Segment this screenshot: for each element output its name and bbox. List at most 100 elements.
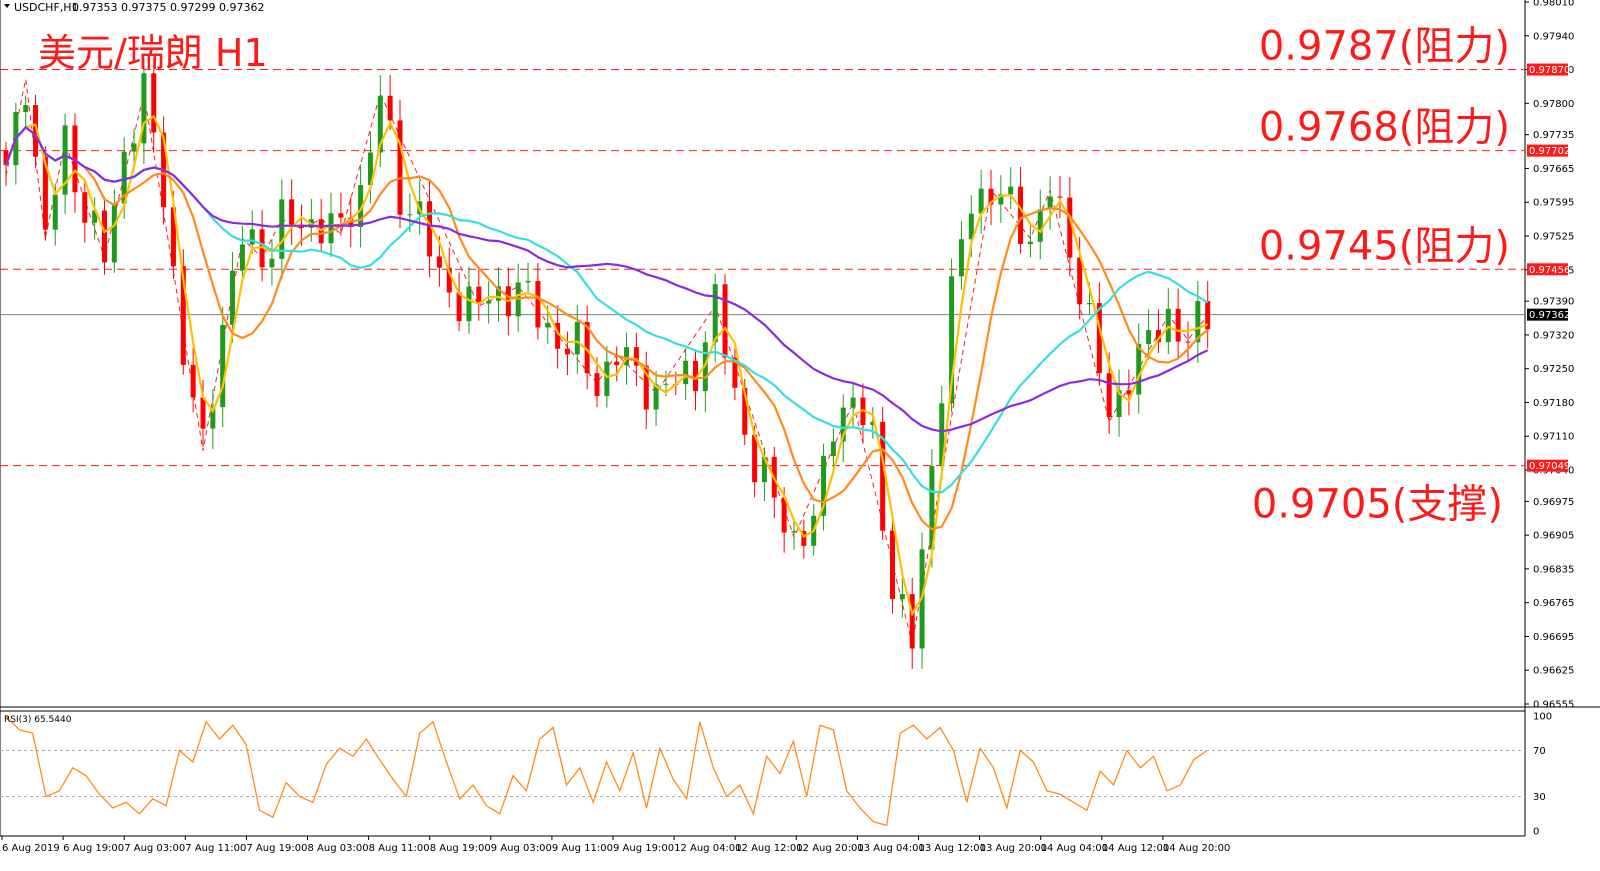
- chart-menu-arrow-icon[interactable]: [4, 4, 10, 8]
- candle-body: [899, 594, 905, 600]
- candle-body: [239, 244, 245, 271]
- candle-body: [42, 156, 48, 230]
- price-tag: [1527, 459, 1568, 472]
- level-lines: [0, 69, 1525, 467]
- price-tick-label: 0.96975: [1533, 497, 1574, 508]
- candle-body: [427, 201, 433, 257]
- candle-body: [446, 267, 452, 293]
- candle-body: [1205, 301, 1211, 330]
- candle-body: [190, 364, 196, 398]
- time-tick-label: 7 Aug 11:00: [185, 843, 246, 854]
- time-tick-label: 14 Aug 20:00: [1163, 843, 1230, 854]
- candle-body: [62, 125, 68, 195]
- price-tick-label: 0.96765: [1533, 598, 1574, 609]
- candle-body: [230, 270, 236, 325]
- candle-body: [968, 213, 974, 240]
- candle-body: [624, 347, 630, 366]
- candle-body: [466, 286, 472, 322]
- candle-body: [486, 300, 492, 304]
- candle-body: [1087, 303, 1092, 305]
- candle-body: [761, 456, 767, 483]
- price-tick-label: 0.97320: [1533, 330, 1574, 341]
- price-tag: [1527, 63, 1568, 76]
- time-tick-label: 7 Aug 19:00: [246, 843, 307, 854]
- candle-body: [387, 95, 393, 121]
- candle-body: [1165, 308, 1171, 343]
- candle-body: [1057, 196, 1063, 198]
- candle-body: [200, 397, 206, 429]
- time-axis: 6 Aug 2019 6 Aug 19:00 7 Aug 03:00 7 Aug 11…: [1, 836, 1230, 854]
- rsi-tick-label: 100: [1533, 712, 1552, 723]
- candle-body: [663, 383, 669, 385]
- candle-body: [564, 348, 570, 355]
- candle-body: [1136, 344, 1142, 395]
- time-tick-label: 13 Aug 04:00: [857, 843, 924, 854]
- rsi-tick-label: 0: [1533, 827, 1539, 838]
- time-tick-label: 13 Aug 12:00: [919, 843, 986, 854]
- candle-body: [1008, 186, 1014, 195]
- price-tick-label: 0.97110: [1533, 432, 1574, 443]
- symbol-label: USDCHF,H1: [14, 1, 79, 14]
- candle-body: [279, 199, 285, 259]
- price-tick-label: 0.97940: [1533, 31, 1574, 42]
- candle-body: [643, 365, 649, 410]
- moving-average-line: [4, 125, 1209, 531]
- time-tick-label: 8 Aug 19:00: [430, 843, 491, 854]
- candle-body: [1047, 196, 1053, 210]
- candle-body: [1146, 330, 1152, 345]
- candle-body: [33, 105, 39, 157]
- price-tick-label: 0.98010: [1533, 0, 1574, 9]
- candle-body: [141, 73, 147, 144]
- candle-body: [377, 95, 383, 153]
- level-annotation: 0.9787(阻力): [1259, 24, 1510, 70]
- candle-body: [998, 194, 1004, 205]
- candle-body: [367, 152, 373, 186]
- candle-body: [712, 284, 718, 343]
- price-tag-label: 0.97456: [1529, 265, 1570, 276]
- price-tick-label: 0.96695: [1533, 632, 1574, 643]
- candle-body: [151, 73, 157, 133]
- candle-body: [988, 188, 994, 205]
- price-tick-label: 0.97800: [1533, 99, 1574, 110]
- time-tick-label: 14 Aug 12:00: [1102, 843, 1169, 854]
- moving-average-line: [4, 125, 1209, 433]
- candle-body: [170, 207, 176, 267]
- candle-body: [496, 286, 501, 301]
- candle-body: [584, 321, 590, 374]
- price-tick-label: 0.96625: [1533, 666, 1574, 677]
- candle-body: [801, 531, 807, 546]
- moving-averages: [4, 114, 1209, 617]
- candle-body: [289, 199, 295, 225]
- candle-body: [870, 421, 876, 425]
- price-tag-label: 0.97870: [1529, 65, 1570, 76]
- chart-title: 美元/瑞朗 H1: [38, 31, 268, 75]
- candle-body: [436, 256, 442, 268]
- price-tag-label: 0.97702: [1529, 146, 1570, 157]
- candle-body: [456, 292, 462, 322]
- price-tick-label: 0.96555: [1533, 700, 1574, 711]
- candle-body: [1018, 186, 1024, 245]
- time-tick-label: 6 Aug 19:00: [63, 843, 124, 854]
- candle-body: [1126, 390, 1132, 395]
- candle-body: [1116, 390, 1122, 417]
- candle-body: [594, 373, 600, 397]
- candle-body: [978, 188, 984, 214]
- candle-body: [958, 239, 964, 277]
- candle-body: [407, 214, 413, 216]
- candle-body: [574, 321, 580, 355]
- time-tick-label: 7 Aug 03:00: [124, 843, 185, 854]
- price-tag: [1527, 308, 1568, 321]
- level-annotations: 0.9787(阻力) 0.9768(阻力) 0.9745(阻力) 0.9705(支撑): [1252, 24, 1510, 528]
- rsi-tick-label: 30: [1533, 792, 1546, 803]
- candle-body: [525, 280, 531, 283]
- candle-body: [259, 229, 265, 268]
- candle-body: [840, 407, 846, 442]
- candle-body: [742, 387, 748, 435]
- candle-body: [1077, 257, 1083, 305]
- candle-body: [476, 286, 482, 304]
- candle-body: [1067, 197, 1073, 258]
- moving-average-line: [4, 114, 1209, 617]
- level-annotation: 0.9745(阻力): [1259, 223, 1510, 269]
- time-tick-label: 9 Aug 11:00: [552, 843, 613, 854]
- candle-body: [683, 360, 689, 385]
